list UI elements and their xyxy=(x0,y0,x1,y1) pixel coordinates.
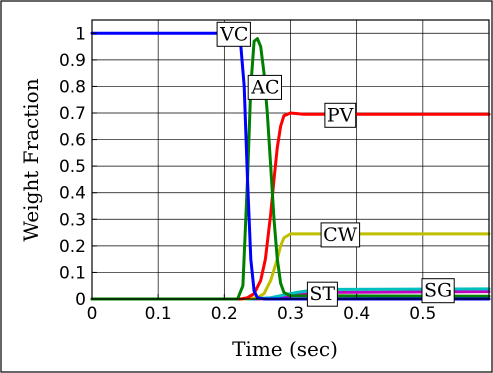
y-tick-label: 0.2 xyxy=(59,237,86,257)
y-tick-label: 0.1 xyxy=(59,263,86,283)
x-tick-label: 0.5 xyxy=(409,304,436,324)
y-tick-label: 0.9 xyxy=(59,51,86,71)
x-tick-label: 0.1 xyxy=(145,304,172,324)
series-tag-label: ST xyxy=(309,283,335,305)
y-tick-label: 1 xyxy=(75,24,86,44)
series-tag-sg: SG xyxy=(421,278,455,304)
y-tick-label: 0.3 xyxy=(59,210,86,230)
series-line-ac xyxy=(90,37,491,301)
grid xyxy=(92,20,489,299)
x-axis-title: Time (sec) xyxy=(232,337,338,361)
series-tag-pv: PV xyxy=(324,102,357,128)
series-labels: VC AC PV CW ST SG xyxy=(216,21,455,307)
y-tick-label: 0.4 xyxy=(59,184,86,204)
series-tag-ac: AC xyxy=(247,74,282,100)
y-tick-label: 0.5 xyxy=(59,157,86,177)
x-tick-label: 0 xyxy=(87,304,98,324)
series-tag-box xyxy=(320,222,361,248)
series-tag-st: ST xyxy=(306,281,338,307)
series-tag-cw: CW xyxy=(320,222,361,248)
series-tag-label: CW xyxy=(323,224,358,246)
series-tag-box xyxy=(324,102,357,128)
y-axis-title: Weight Fraction xyxy=(19,78,43,241)
y-tick-label: 0.7 xyxy=(59,104,86,124)
series-line-cw xyxy=(90,232,491,301)
series-tag-label: SG xyxy=(424,280,452,302)
x-tick-label: 0.2 xyxy=(211,304,238,324)
series-tag-label: PV xyxy=(327,104,354,126)
x-tick-label: 0.3 xyxy=(277,304,304,324)
series-tag-vc: VC xyxy=(216,21,251,47)
x-tick-label: 0.4 xyxy=(343,304,370,324)
series-tag-label: AC xyxy=(250,76,279,98)
series-tag-box xyxy=(306,281,338,307)
series-tag-box xyxy=(216,21,251,47)
y-tick-label: 0.6 xyxy=(59,131,86,151)
series-tag-label: VC xyxy=(219,23,248,45)
series-tag-box xyxy=(421,278,455,304)
y-tick-label: 0 xyxy=(75,290,86,310)
y-tick-label: 0.8 xyxy=(59,77,86,97)
axis-ticks: 0 0.1 0.2 0.3 0.4 0.5 0 0.1 0.2 0.3 0.4 0.5 0.6 0.7 0.… xyxy=(59,24,436,324)
series-tag-box xyxy=(247,74,282,100)
